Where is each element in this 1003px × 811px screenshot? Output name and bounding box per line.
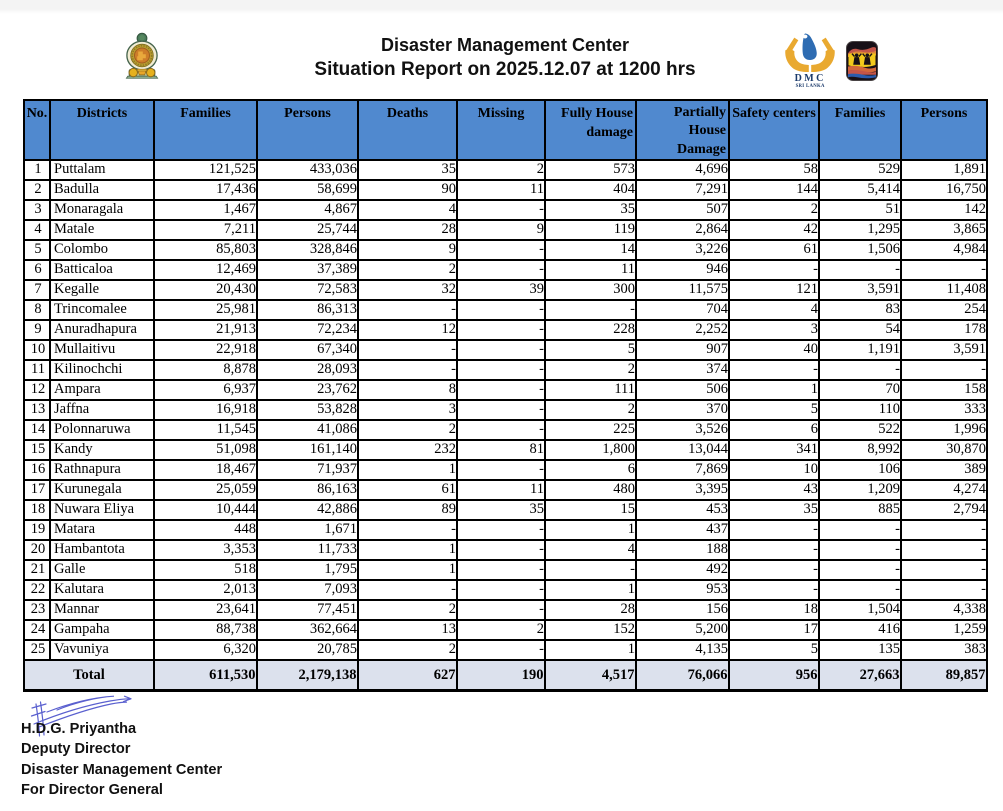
svg-text:SRI LANKA: SRI LANKA [796, 84, 825, 89]
svg-text:DMC: DMC [795, 73, 826, 84]
